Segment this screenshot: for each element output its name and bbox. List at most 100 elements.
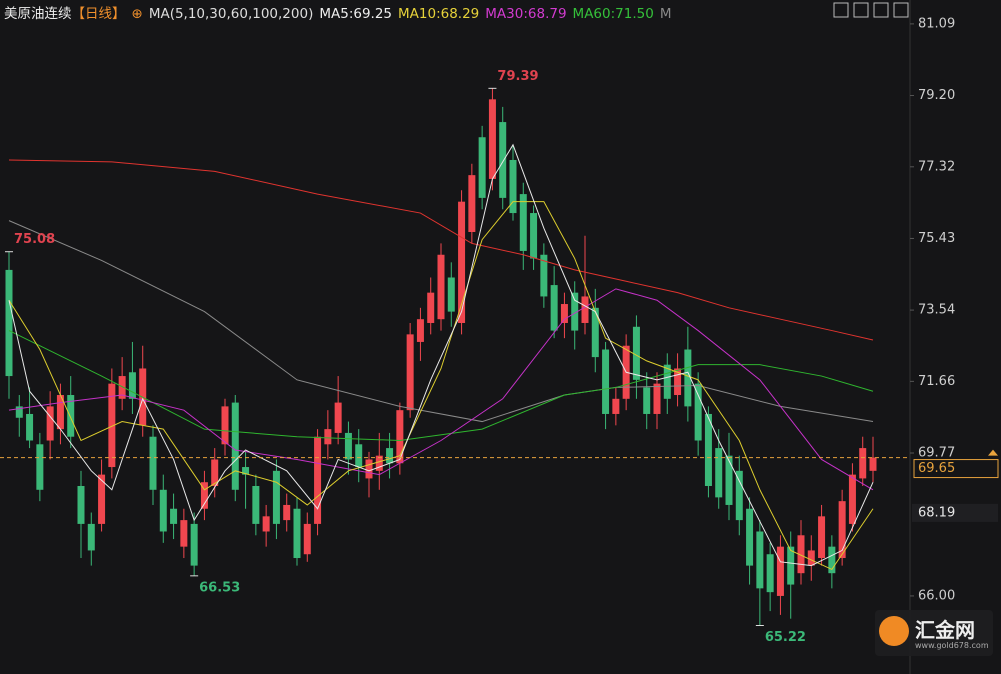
candle-body bbox=[159, 489, 167, 532]
candle-body bbox=[108, 383, 116, 468]
candle-body bbox=[674, 368, 682, 396]
candle-body bbox=[437, 254, 445, 320]
candle-body bbox=[643, 387, 651, 414]
candle-body bbox=[550, 285, 558, 331]
y-tick-label: 66.00 bbox=[918, 588, 955, 603]
candle-body bbox=[283, 504, 291, 521]
last-price-label: 69.65 bbox=[918, 461, 955, 476]
tool-icon[interactable] bbox=[873, 2, 889, 18]
extreme-label: 75.08 bbox=[14, 232, 55, 247]
candle-body bbox=[746, 508, 754, 566]
candle-body bbox=[272, 470, 280, 524]
candle-body bbox=[87, 523, 95, 551]
candle-body bbox=[715, 448, 723, 498]
candle-body bbox=[735, 470, 743, 521]
candle-body bbox=[67, 395, 75, 437]
candle-body bbox=[242, 467, 250, 475]
ma-value: MA60:71.50 bbox=[572, 6, 654, 22]
candle-body bbox=[468, 175, 476, 233]
candle-body bbox=[386, 448, 394, 464]
candle-body bbox=[77, 485, 85, 524]
candle-body bbox=[776, 546, 784, 596]
candle-body bbox=[766, 554, 774, 593]
candle-body bbox=[56, 395, 64, 430]
tool-icon[interactable] bbox=[853, 2, 869, 18]
watermark: 汇金网 www.gold678.com bbox=[875, 610, 993, 656]
candle-body bbox=[98, 474, 106, 524]
candle-body bbox=[344, 432, 352, 460]
ma-value: MA30:68.79 bbox=[485, 6, 567, 22]
candle-body bbox=[530, 213, 538, 259]
ma-line bbox=[8, 288, 874, 491]
ma-line bbox=[8, 159, 874, 341]
candle-body bbox=[334, 402, 342, 433]
candle-body bbox=[46, 406, 54, 441]
candle-body bbox=[365, 459, 373, 479]
ma-line bbox=[8, 330, 874, 442]
y-tick-label: 73.54 bbox=[918, 303, 955, 318]
candle-body bbox=[170, 508, 178, 524]
price-marker-label: 68.19 bbox=[918, 505, 955, 520]
ma-more[interactable]: M bbox=[659, 6, 672, 22]
candle-body bbox=[519, 194, 527, 251]
candle-body bbox=[488, 99, 496, 179]
candle-body bbox=[190, 523, 198, 566]
candle-body bbox=[653, 383, 661, 414]
candle-body bbox=[221, 406, 229, 445]
ma-value: MA5:69.25 bbox=[319, 6, 393, 22]
y-tick-label: 75.43 bbox=[918, 231, 955, 246]
tool-icon[interactable] bbox=[893, 2, 909, 18]
toolbar[interactable] bbox=[833, 2, 909, 18]
candle-body bbox=[355, 444, 363, 468]
candle-body bbox=[540, 254, 548, 297]
tool-icon[interactable] bbox=[833, 2, 849, 18]
candle-body bbox=[293, 508, 301, 559]
ma-value: MA10:68.29 bbox=[398, 6, 480, 22]
candle-body bbox=[180, 520, 188, 547]
candle-body bbox=[314, 436, 322, 524]
ma-setting[interactable]: MA(5,10,30,60,100,200) bbox=[148, 6, 314, 22]
ma-line bbox=[8, 220, 874, 423]
candle-body bbox=[252, 485, 260, 524]
candle-body bbox=[262, 516, 270, 532]
symbol: 美原油连续 bbox=[4, 6, 72, 22]
candle-body bbox=[560, 304, 568, 323]
y-tick-label: 77.32 bbox=[918, 159, 955, 174]
settings-icon[interactable]: ⊕ bbox=[131, 6, 143, 22]
candle-body bbox=[149, 436, 157, 490]
candle-body bbox=[15, 406, 23, 418]
candle-body bbox=[36, 444, 44, 490]
logo-name: 汇金网 bbox=[915, 618, 975, 642]
candle-body bbox=[797, 535, 805, 574]
candle-body bbox=[704, 413, 712, 486]
candle-body bbox=[725, 455, 733, 505]
y-tick-label: 69.77 bbox=[918, 446, 955, 461]
extreme-label: 66.53 bbox=[199, 580, 240, 595]
candle-body bbox=[396, 410, 404, 464]
period[interactable]: 【日线】 bbox=[71, 6, 126, 22]
candle-body bbox=[231, 402, 239, 490]
candle-body bbox=[118, 376, 126, 399]
candle-body bbox=[211, 459, 219, 486]
candle-body bbox=[375, 455, 383, 471]
candles bbox=[5, 88, 877, 626]
candle-body bbox=[848, 474, 856, 524]
candle-body bbox=[406, 334, 414, 411]
candle-body bbox=[612, 398, 620, 414]
candle-body bbox=[509, 159, 517, 214]
candle-body bbox=[684, 349, 692, 407]
candle-body bbox=[303, 523, 311, 555]
y-tick-label: 81.09 bbox=[918, 16, 955, 31]
candle-body bbox=[859, 448, 867, 479]
candle-body bbox=[602, 349, 610, 414]
logo-url: www.gold678.com bbox=[915, 641, 989, 650]
header: 美原油连续【日线】 ⊕ MA(5,10,30,60,100,200) MA5:69.2… bbox=[4, 2, 677, 22]
candle-body bbox=[5, 269, 13, 377]
candle-body bbox=[828, 546, 836, 574]
candle-body bbox=[632, 326, 640, 380]
candle-body bbox=[869, 457, 877, 471]
candle-body bbox=[756, 531, 764, 589]
candle-body bbox=[200, 482, 208, 509]
